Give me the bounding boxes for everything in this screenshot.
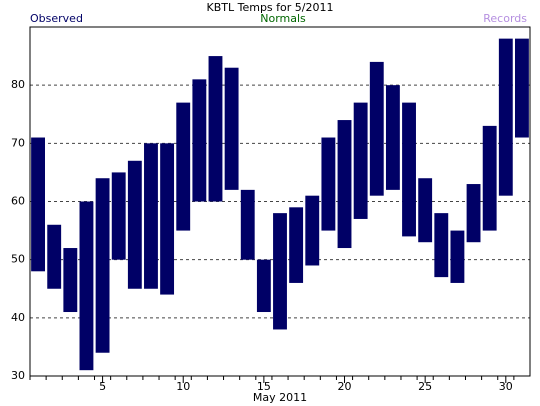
x-tick-label: 25 [418,380,432,393]
x-tick-label: 10 [176,380,190,393]
chart-title: KBTL Temps for 5/2011 [207,1,334,14]
y-tick-label: 50 [11,253,25,266]
bar [63,248,78,313]
bar [450,230,465,283]
bar [273,213,287,330]
bar [127,160,142,289]
bar [208,56,223,202]
bar [466,184,481,243]
bar [31,137,45,272]
bar [337,120,352,249]
bar [498,38,513,196]
bar [305,195,320,266]
bar [111,172,126,260]
bar [353,102,368,219]
bar [240,189,255,260]
bar [79,201,94,371]
bar [369,61,384,196]
legend-normals: Normals [260,12,306,25]
bar [160,143,175,295]
bar [418,178,433,243]
bar [144,143,158,289]
bar [402,102,416,237]
y-tick-label: 40 [11,311,25,324]
x-tick-label: 15 [257,380,271,393]
y-tick-label: 70 [11,136,25,149]
bar [289,207,304,283]
plot-frame [29,26,531,377]
x-tick-label: 5 [99,380,106,393]
bar [95,178,110,353]
y-tick-label: 80 [11,78,25,91]
x-tick-label: 30 [499,380,513,393]
bar [192,79,207,202]
bar [482,125,497,231]
x-tick-label: 20 [338,380,352,393]
bar [434,213,449,278]
bar [321,137,336,231]
bar [47,224,62,289]
x-axis-label: May 2011 [253,391,307,404]
bar [224,67,239,190]
bar [256,259,271,313]
bar [176,102,191,231]
legend-records: Records [483,12,527,25]
bar [385,85,400,190]
y-tick-label: 30 [11,369,25,382]
legend-observed: Observed [30,12,83,25]
y-tick-label: 60 [11,195,25,208]
bar [515,38,529,138]
